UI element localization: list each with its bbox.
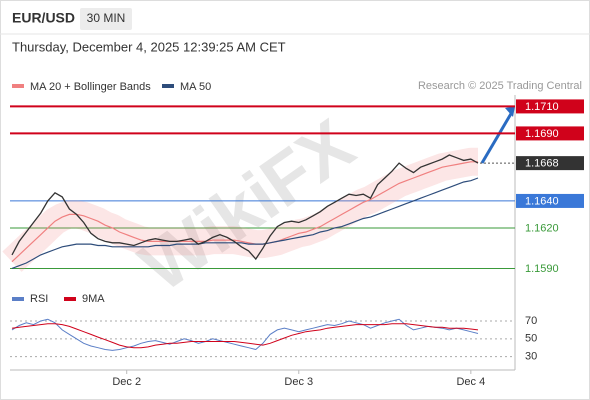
ma-line: [11, 161, 478, 263]
rsi-tick-label: 70: [525, 315, 537, 327]
level-label: 1.1620: [525, 222, 559, 234]
x-tick-label: Dec 2: [112, 376, 141, 388]
level-tag: [516, 99, 584, 114]
x-tick-label: Dec 4: [456, 376, 485, 388]
rsi-tick-label: 30: [525, 351, 537, 363]
symbol: EUR/USD: [12, 10, 75, 26]
source: Research © 2025 Trading Central: [418, 80, 582, 92]
level-tag: [516, 126, 584, 141]
level-tag: [516, 193, 584, 208]
x-tick-label: Dec 3: [284, 376, 313, 388]
legend-label: RSI: [30, 293, 48, 305]
legend-label: 9MA: [82, 293, 105, 305]
rsi-line: [11, 318, 479, 351]
legend-swatch: [12, 84, 24, 88]
rsi-tick-label: 50: [525, 333, 537, 345]
level-label: 1.1710: [525, 101, 559, 113]
legend-label: MA 50: [180, 81, 211, 93]
price-line: [11, 154, 479, 261]
legend-swatch: [64, 297, 76, 301]
timeframe: 30 MIN: [87, 11, 126, 25]
timestamp: Thursday, December 4, 2025 12:39:25 AM C…: [12, 39, 286, 54]
legend-swatch: [162, 84, 174, 88]
legend-swatch: [12, 297, 24, 301]
level-label: 1.1640: [525, 195, 559, 207]
rsi-line: [11, 323, 479, 349]
level-label: 1.1690: [525, 128, 559, 140]
ma-line: [11, 177, 479, 269]
level-tag: [516, 156, 584, 171]
legend-label: MA 20 + Bollinger Bands: [30, 81, 151, 93]
level-label: 1.1590: [525, 263, 559, 275]
forecast-arrow: [480, 111, 514, 164]
level-label: 1.1668: [525, 158, 559, 170]
timeframe-badge: [80, 8, 132, 30]
forecast-arrow-head: [505, 106, 515, 117]
